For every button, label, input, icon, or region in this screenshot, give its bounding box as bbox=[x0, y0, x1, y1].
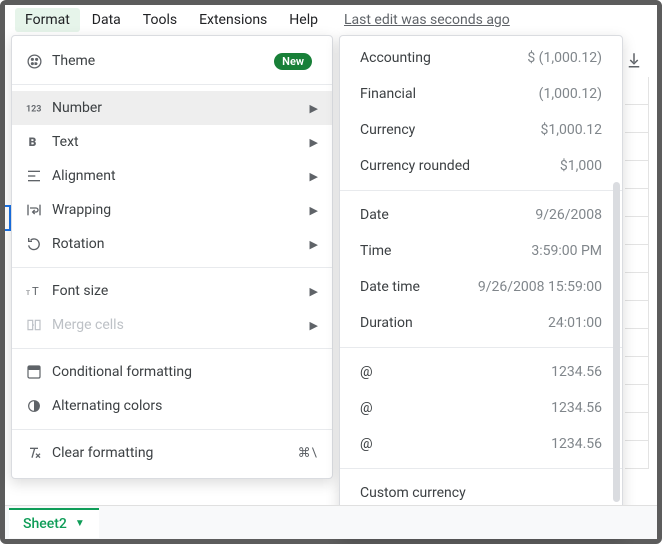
menu-item-label: Number bbox=[52, 100, 310, 116]
svg-text:123: 123 bbox=[26, 104, 41, 114]
wrap-icon bbox=[26, 202, 52, 218]
menu-help[interactable]: Help bbox=[279, 8, 328, 32]
clear-format-icon bbox=[26, 445, 52, 461]
menu-item-label: Clear formatting bbox=[52, 445, 298, 461]
format-label: @ bbox=[360, 364, 373, 380]
format-custom-1[interactable]: @ 1234.56 bbox=[340, 354, 622, 390]
svg-text:B: B bbox=[29, 135, 37, 149]
format-currency-rounded[interactable]: Currency rounded $1,000 bbox=[340, 148, 622, 184]
format-label: Custom currency bbox=[360, 485, 466, 501]
menu-item-wrapping[interactable]: Wrapping ▶ bbox=[12, 193, 332, 227]
menu-item-alternating-colors[interactable]: Alternating colors bbox=[12, 389, 332, 423]
menu-item-label: Conditional formatting bbox=[52, 364, 318, 380]
alternating-icon bbox=[26, 398, 52, 414]
format-label: Date bbox=[360, 207, 389, 223]
menu-item-theme[interactable]: Theme New bbox=[12, 44, 332, 78]
format-label: Currency rounded bbox=[360, 158, 470, 174]
format-label: Duration bbox=[360, 315, 413, 331]
sheet-tab-dropdown-icon[interactable]: ▼ bbox=[75, 518, 85, 529]
format-example: 9/26/2008 15:59:00 bbox=[478, 279, 602, 295]
format-example: (1,000.12) bbox=[539, 86, 602, 102]
menu-extensions[interactable]: Extensions bbox=[189, 8, 277, 32]
menu-item-merge-cells: Merge cells ▶ bbox=[12, 308, 332, 342]
format-label: @ bbox=[360, 436, 373, 452]
format-date[interactable]: Date 9/26/2008 bbox=[340, 197, 622, 233]
last-edit-link[interactable]: Last edit was seconds ago bbox=[344, 12, 510, 28]
format-example: $1,000 bbox=[560, 158, 602, 174]
format-label: Currency bbox=[360, 122, 415, 138]
submenu-arrow-icon: ▶ bbox=[310, 102, 318, 115]
format-example: 24:01:00 bbox=[548, 315, 602, 331]
conditional-icon bbox=[26, 364, 52, 380]
format-custom-3[interactable]: @ 1234.56 bbox=[340, 426, 622, 462]
menu-item-text[interactable]: B Text ▶ bbox=[12, 125, 332, 159]
submenu-arrow-icon: ▶ bbox=[310, 238, 318, 251]
svg-text:T: T bbox=[26, 289, 30, 297]
spreadsheet-grid bbox=[625, 77, 649, 505]
submenu-arrow-icon: ▶ bbox=[310, 319, 318, 332]
menu-item-label: Alternating colors bbox=[52, 398, 318, 414]
format-label: Time bbox=[360, 243, 391, 259]
submenu-arrow-icon: ▶ bbox=[310, 170, 318, 183]
format-example: 3:59:00 PM bbox=[531, 243, 602, 259]
align-icon bbox=[26, 168, 52, 184]
download-icon[interactable] bbox=[625, 51, 643, 69]
menu-format[interactable]: Format bbox=[15, 8, 80, 32]
format-currency[interactable]: Currency $1,000.12 bbox=[340, 112, 622, 148]
format-example: $1,000.12 bbox=[540, 122, 602, 138]
menu-item-conditional-formatting[interactable]: Conditional formatting bbox=[12, 355, 332, 389]
format-label: Financial bbox=[360, 86, 416, 102]
menu-data[interactable]: Data bbox=[82, 8, 131, 32]
format-time[interactable]: Time 3:59:00 PM bbox=[340, 233, 622, 269]
format-label: @ bbox=[360, 400, 373, 416]
menu-item-label: Alignment bbox=[52, 168, 310, 184]
number-icon: 123 bbox=[26, 101, 52, 115]
rotation-icon bbox=[26, 236, 52, 252]
menu-item-label: Text bbox=[52, 134, 310, 150]
menu-item-alignment[interactable]: Alignment ▶ bbox=[12, 159, 332, 193]
format-example: $ (1,000.12) bbox=[527, 50, 602, 66]
menu-item-label: Merge cells bbox=[52, 317, 310, 333]
menu-item-label: Theme bbox=[52, 53, 274, 69]
format-custom-2[interactable]: @ 1234.56 bbox=[340, 390, 622, 426]
menu-item-font-size[interactable]: TT Font size ▶ bbox=[12, 274, 332, 308]
menu-tools[interactable]: Tools bbox=[133, 8, 187, 32]
format-example: 9/26/2008 bbox=[535, 207, 602, 223]
menu-item-clear-formatting[interactable]: Clear formatting ⌘\ bbox=[12, 436, 332, 470]
palette-icon bbox=[26, 53, 52, 70]
submenu-arrow-icon: ▶ bbox=[310, 136, 318, 149]
shortcut-hint: ⌘\ bbox=[298, 446, 318, 461]
sheet-tab-label: Sheet2 bbox=[23, 516, 67, 532]
menu-item-rotation[interactable]: Rotation ▶ bbox=[12, 227, 332, 261]
menubar: Format Data Tools Extensions Help Last e… bbox=[5, 5, 657, 35]
format-example: 1234.56 bbox=[551, 436, 602, 452]
scrollbar[interactable] bbox=[613, 182, 620, 502]
svg-text:T: T bbox=[32, 285, 39, 298]
bold-icon: B bbox=[26, 134, 52, 150]
format-menu: Theme New 123 Number ▶ B Text ▶ Alignmen… bbox=[11, 35, 333, 479]
submenu-arrow-icon: ▶ bbox=[310, 204, 318, 217]
sheet-tabs-bar: Sheet2 ▼ bbox=[5, 505, 657, 539]
menu-item-number[interactable]: 123 Number ▶ bbox=[12, 91, 332, 125]
format-example: 1234.56 bbox=[551, 400, 602, 416]
format-duration[interactable]: Duration 24:01:00 bbox=[340, 305, 622, 341]
format-example: 1234.56 bbox=[551, 364, 602, 380]
menu-item-label: Font size bbox=[52, 283, 310, 299]
format-accounting[interactable]: Accounting $ (1,000.12) bbox=[340, 40, 622, 76]
format-datetime[interactable]: Date time 9/26/2008 15:59:00 bbox=[340, 269, 622, 305]
menu-item-label: Wrapping bbox=[52, 202, 310, 218]
font-size-icon: TT bbox=[26, 283, 52, 299]
sheet-tab-active[interactable]: Sheet2 ▼ bbox=[9, 508, 99, 538]
number-submenu: Accounting $ (1,000.12) Financial (1,000… bbox=[339, 35, 623, 537]
format-financial[interactable]: Financial (1,000.12) bbox=[340, 76, 622, 112]
menu-item-label: Rotation bbox=[52, 236, 310, 252]
new-badge: New bbox=[274, 53, 312, 70]
submenu-arrow-icon: ▶ bbox=[310, 285, 318, 298]
merge-icon bbox=[26, 317, 52, 333]
format-label: Accounting bbox=[360, 50, 431, 66]
format-label: Date time bbox=[360, 279, 420, 295]
